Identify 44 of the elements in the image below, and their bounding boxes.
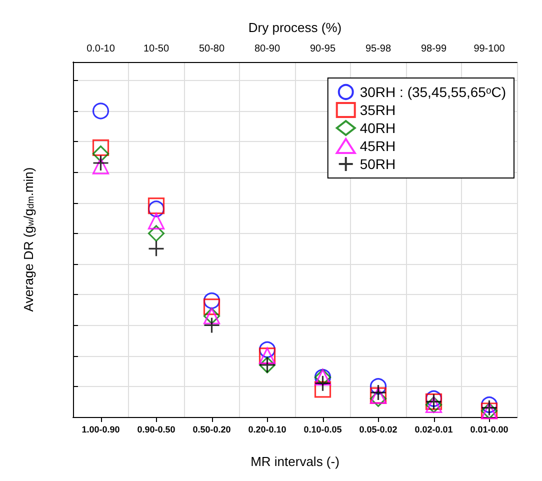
legend-label: 35RH	[360, 102, 396, 118]
point	[148, 198, 165, 214]
point	[314, 381, 332, 398]
point	[370, 378, 387, 395]
x-tick-label: 0.90-0.50	[137, 424, 176, 434]
point	[203, 298, 220, 316]
point	[370, 384, 387, 401]
point	[92, 102, 110, 120]
point	[480, 396, 498, 414]
x-tick-label: 0.01-0.00	[470, 424, 508, 434]
point	[92, 154, 110, 172]
point	[203, 292, 220, 310]
point	[425, 390, 442, 407]
point	[314, 375, 332, 392]
text: 50-80	[198, 44, 225, 54]
legend-label: 45RH	[360, 138, 396, 154]
point	[148, 212, 165, 230]
legend-label: 40RH	[360, 120, 396, 136]
point	[92, 146, 110, 162]
text: 95-98	[365, 44, 392, 54]
point	[148, 225, 165, 242]
point	[92, 158, 110, 174]
x2-axis-title: Dry process (%)	[248, 20, 342, 35]
point	[92, 139, 110, 156]
text: 10-50	[143, 44, 170, 54]
text: 98-99	[420, 44, 447, 54]
legend-label: 30RH : (35,45,55,65ᵒC)	[360, 84, 506, 100]
x-tick-label: 0.10-0.05	[304, 424, 342, 434]
text: 0.0-10	[86, 44, 116, 54]
x-tick-label: 0.20-0.10	[248, 424, 286, 434]
y-axis-title: Average DR (gw/gdm.min)	[21, 167, 36, 312]
x-tick-label: 0.02-0.01	[414, 424, 453, 434]
x-tick-label: 0.05-0.02	[359, 424, 398, 434]
x-axis-title: MR intervals (-)	[250, 454, 340, 469]
point	[148, 240, 165, 257]
point	[203, 316, 220, 334]
text: 99-100	[474, 44, 506, 54]
legend-label: 50RH	[360, 156, 396, 172]
point	[258, 341, 276, 358]
text: 90-95	[310, 44, 336, 54]
point	[148, 200, 165, 218]
text: 80-90	[254, 44, 280, 54]
x-tick-label: 1.00-0.90	[82, 424, 120, 434]
x-tick-label: 0.50-0.20	[192, 424, 231, 434]
